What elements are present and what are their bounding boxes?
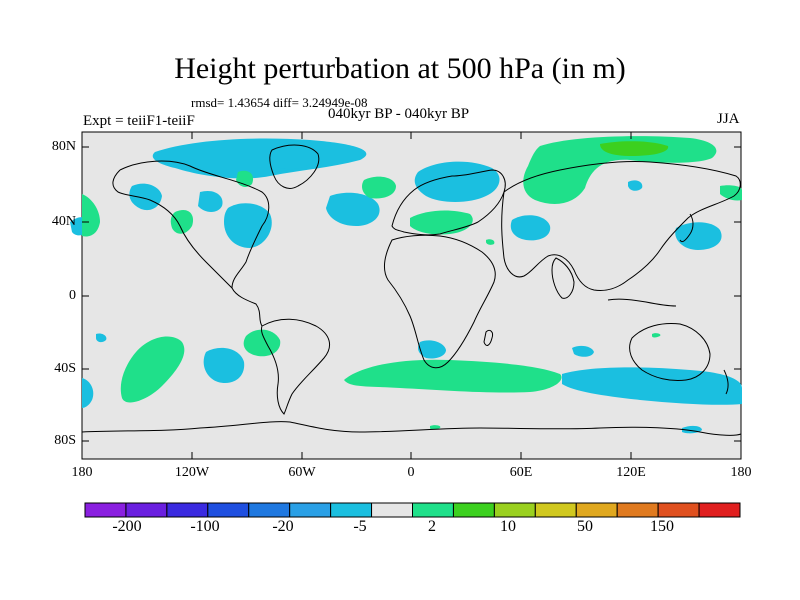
colorbar-swatch: [289, 502, 332, 518]
negative-region-north-atlantic: [198, 190, 223, 212]
colorbar-label: -5: [353, 518, 367, 535]
coastline-madagascar: [483, 329, 493, 346]
coastline-south-america: [261, 318, 331, 415]
coastline-indonesia: [607, 298, 677, 307]
colorbar-swatch: [412, 502, 454, 518]
colorbar-swatch: [657, 502, 700, 518]
negative-region-central-asia: [510, 215, 551, 241]
lon-tick-label: 60E: [509, 465, 533, 480]
positive-anomaly-regions: [82, 136, 742, 430]
lon-tick-label: 120E: [616, 465, 646, 480]
positive-region-east-pacific: [82, 194, 100, 237]
coastline-alaska: [112, 169, 233, 289]
colorbar-label: 150: [650, 518, 674, 535]
negative-region-mid-atlantic: [326, 192, 380, 226]
axis-ticks: [82, 132, 741, 459]
coastlines: [81, 144, 742, 436]
negative-region-europe: [414, 161, 500, 202]
negative-region-alaska: [129, 183, 162, 211]
colorbar-swatch: [575, 502, 618, 518]
experiment-label: Expt = teiiF1-teiiF: [83, 113, 195, 129]
positive-region-arabia: [486, 239, 495, 245]
lon-tick-label: 0: [407, 465, 415, 480]
colorbar-swatch: [698, 502, 741, 518]
lat-tick-label: 40N: [51, 214, 76, 229]
coastline-africa: [384, 234, 496, 369]
coastline-asia: [501, 160, 741, 291]
positive-region-south-pacific: [120, 336, 185, 403]
colorbar-swatch: [616, 502, 659, 518]
lat-tick-label: 0: [69, 288, 76, 303]
colorbar-label: -20: [272, 518, 294, 535]
positive-region-east-asia: [720, 185, 742, 201]
colorbar-swatch: [84, 502, 127, 518]
colorbar-swatch: [452, 502, 495, 518]
negative-region-siberia: [270, 148, 316, 170]
map-background: [81, 131, 742, 460]
plot-title: Height perturbation at 500 hPa (in m): [174, 52, 626, 85]
negative-region-arctic-america: [152, 138, 367, 179]
coastline-japan: [679, 213, 694, 243]
coastline-greenland: [269, 144, 320, 189]
colorbar-swatch: [371, 502, 413, 518]
negative-region-south-pacific: [203, 347, 245, 384]
positive-region-north-atlantic: [362, 176, 396, 199]
lat-tick-label: 80S: [54, 433, 76, 448]
positive-region-south-america: [243, 329, 281, 357]
negative-region-west-southern: [82, 378, 94, 408]
coastline-new-zealand: [723, 369, 729, 395]
positive-region-antarctic: [430, 425, 441, 430]
positive-region-north-pacific: [170, 209, 194, 234]
colorbar-label: -100: [190, 518, 220, 535]
negative-region-north-pacific: [675, 222, 722, 250]
season-label: JJA: [717, 111, 740, 127]
lon-tick-label: 180: [71, 465, 93, 480]
negative-anomaly-regions: [70, 138, 742, 434]
colorbar-swatch: [207, 502, 250, 518]
lon-tick-label: 120W: [174, 465, 210, 480]
colorbar-label: -200: [112, 518, 142, 535]
negative-region-southern-indian: [572, 345, 594, 357]
colorbar-label: 50: [577, 518, 593, 535]
negative-region-east-asia: [628, 180, 643, 191]
coastline-india: [551, 257, 575, 299]
colorbar-swatch: [248, 502, 291, 518]
positive-region-mediterranean: [410, 210, 473, 235]
lat-tick-label: 80N: [51, 139, 76, 154]
coastline-antarctica: [81, 421, 742, 436]
colorbar-label: 10: [500, 518, 516, 535]
coastline-australia: [629, 323, 711, 381]
positive-region-southern-ocean: [344, 359, 562, 393]
positive-region-arctic-siberia: [523, 136, 717, 204]
negative-region-south-pacific-west: [96, 333, 107, 343]
lon-tick-label: 60W: [288, 465, 316, 480]
negative-region-north-america: [224, 203, 272, 248]
positive-region-tasman: [652, 333, 661, 338]
lat-tick-label: 40S: [54, 361, 76, 376]
strong-positive-region-siberia: [600, 141, 669, 156]
negative-region-south-atlantic: [418, 340, 446, 359]
colorbar: [84, 502, 741, 518]
colorbar-swatch: [125, 502, 168, 518]
strong-positive-regions: [600, 141, 669, 156]
colorbar-swatch: [534, 502, 577, 518]
stats-label: rmsd= 1.43654 diff= 3.24949e-08: [191, 95, 368, 110]
colorbar-swatch: [493, 502, 536, 518]
period-label: 040kyr BP - 040kyr BP: [328, 106, 470, 122]
colorbar-label: 2: [428, 518, 436, 535]
colorbar-swatch: [330, 502, 373, 518]
coastline-north-america: [119, 160, 270, 327]
lon-tick-label: 180: [730, 465, 752, 480]
colorbar-swatch: [166, 502, 209, 518]
